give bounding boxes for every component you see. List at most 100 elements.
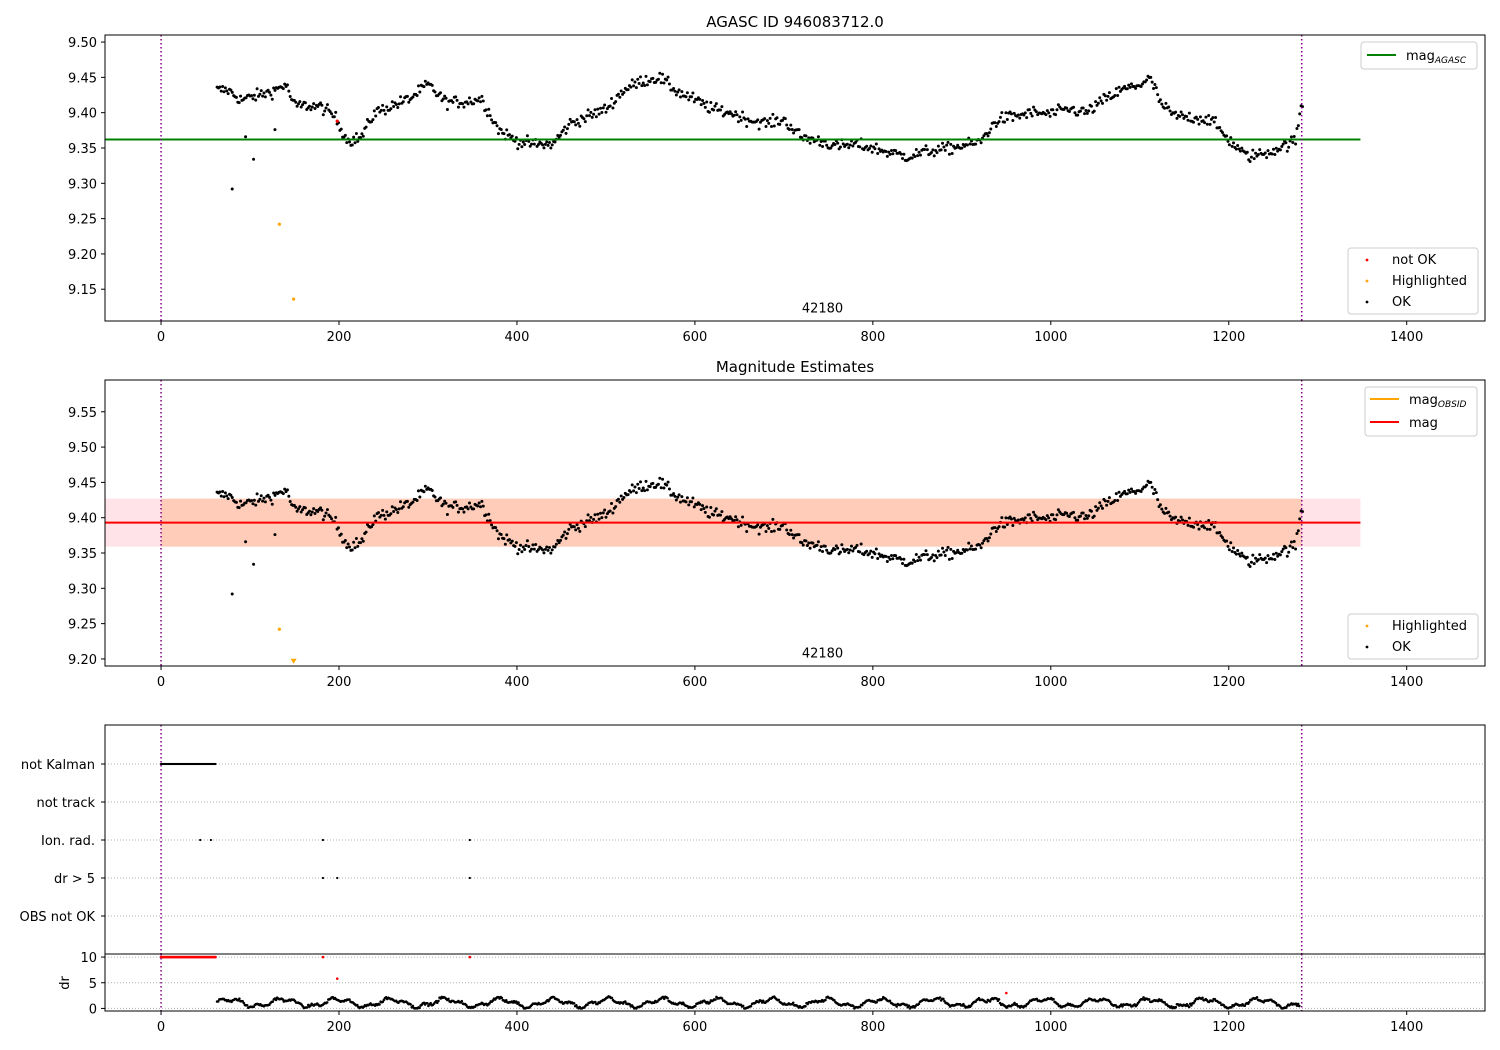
ok-point: [848, 143, 852, 147]
ok-point: [770, 530, 774, 534]
ok-point: [610, 502, 614, 506]
dr-point: [500, 996, 504, 1000]
panel2-points: [215, 476, 1304, 664]
dr-point: [1297, 1004, 1301, 1008]
ok-point: [1127, 83, 1131, 87]
ok-point: [298, 100, 302, 104]
dr-point: [1163, 1001, 1166, 1004]
ok-point: [1175, 116, 1179, 120]
dr-point: [661, 995, 665, 999]
ok-point: [601, 511, 605, 515]
ok-point: [947, 557, 951, 561]
ok-point: [1187, 111, 1191, 115]
ok-point: [1047, 516, 1051, 520]
ok-point: [536, 143, 540, 147]
ok-point: [527, 544, 531, 548]
ok-point: [487, 107, 491, 111]
ok-point: [661, 72, 665, 76]
ok-point: [1128, 490, 1132, 494]
dr-point: [895, 1005, 898, 1008]
ok-point: [867, 552, 871, 556]
ok-point: [811, 541, 815, 545]
ok-point: [929, 555, 933, 559]
ok-point: [221, 489, 225, 493]
ok-point: [364, 530, 368, 534]
ok-point: [673, 494, 677, 498]
ok-point: [763, 117, 767, 121]
ok-point: [320, 103, 324, 107]
ok-point: [1116, 498, 1120, 502]
ok-point: [887, 150, 891, 154]
ok-point: [1295, 127, 1299, 131]
ok-point: [633, 485, 637, 489]
ok-point: [633, 80, 637, 84]
flag-point: [468, 838, 471, 842]
ok-point: [1099, 99, 1103, 103]
panel2-xtick-label: 1200: [1212, 675, 1245, 690]
dr-point: [1201, 996, 1204, 1000]
ok-point: [390, 100, 394, 104]
ok-point: [1229, 136, 1233, 140]
ok-point: [505, 533, 509, 537]
ok-point: [466, 102, 470, 106]
ok-point: [339, 127, 343, 131]
ok-point: [324, 511, 328, 515]
ok-point: [564, 536, 568, 540]
ok-point: [651, 481, 655, 485]
ok-point: [394, 102, 398, 106]
ok-point: [643, 84, 647, 88]
ok-point: [456, 510, 460, 514]
ok-point: [589, 515, 593, 519]
ok-point: [1011, 524, 1015, 528]
dr-point: [888, 999, 892, 1003]
ok-point: [1156, 93, 1160, 97]
ok-point: [654, 80, 658, 84]
ok-point: [495, 529, 499, 533]
ok-point: [680, 495, 684, 499]
ok-point: [222, 90, 226, 94]
ok-point: [258, 497, 262, 501]
flag-point: [214, 762, 217, 766]
ok-point: [350, 548, 354, 552]
ok-point: [600, 111, 604, 115]
ok-point: [1012, 111, 1016, 115]
ok-point: [1285, 149, 1289, 153]
ok-point: [1186, 523, 1190, 527]
panel2-xtick-label: 800: [860, 675, 885, 690]
ok-point: [1281, 547, 1285, 551]
ok-point: [1098, 501, 1102, 505]
ok-point: [407, 505, 411, 509]
ok-point: [313, 512, 317, 516]
ok-point: [622, 90, 626, 94]
panel2-ytick-label: 9.50: [68, 441, 97, 456]
ok-point: [942, 145, 946, 149]
dr-point: [860, 1003, 864, 1007]
ok-point: [328, 110, 332, 114]
ok-point: [925, 553, 929, 557]
highlighted-point: [277, 222, 281, 226]
panel1-ytick-label: 9.45: [68, 71, 97, 86]
ok-point: [790, 128, 794, 132]
ok-point: [1106, 499, 1110, 503]
ok-point: [1094, 100, 1098, 104]
ok-point: [599, 511, 603, 515]
ok-point: [968, 547, 972, 551]
ok-point: [767, 526, 771, 530]
ok-point: [877, 147, 881, 151]
ok-point: [1129, 82, 1133, 86]
ok-point: [1098, 96, 1102, 100]
ok-point: [1196, 117, 1200, 121]
dr-xtick-label: 1400: [1390, 1020, 1423, 1035]
ok-point: [513, 544, 517, 548]
ok-point: [359, 136, 363, 140]
ok-point: [1004, 516, 1008, 520]
ok-point: [1009, 517, 1013, 521]
ok-point: [218, 490, 222, 494]
ok-point: [583, 120, 587, 124]
ok-point: [916, 559, 920, 563]
ok-point: [1085, 111, 1089, 115]
dr-xtick-label: 200: [327, 1020, 352, 1035]
ok-point: [239, 94, 243, 98]
ok-point: [230, 495, 234, 499]
ok-point: [441, 502, 445, 506]
